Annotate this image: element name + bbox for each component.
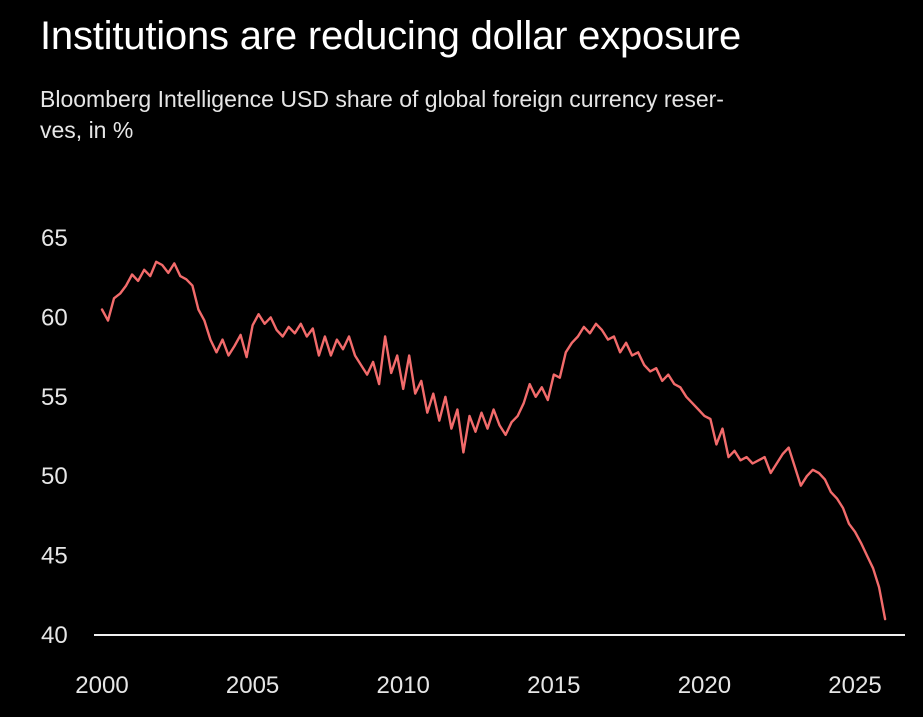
y-tick-label: 65 [41,225,68,252]
x-tick-label: 2010 [377,672,430,699]
chart-title: Institutions are reducing dollar exposur… [40,14,742,58]
y-tick-label: 40 [41,622,68,649]
y-tick-label: 50 [41,463,68,490]
usd-share-series-line [100,260,887,621]
chart-subtitle-line-2: ves, in % [40,117,134,143]
chart-subtitle: Bloomberg Intelligence USD share of glob… [40,84,870,146]
x-tick-label: 2000 [75,672,128,699]
chart-subtitle-line-1: Bloomberg Intelligence USD share of glob… [40,86,724,112]
y-tick-label: 60 [41,304,68,331]
y-axis-tick-labels: 40 45 50 55 60 65 [41,225,68,649]
x-axis-tick-labels: 2000 2005 2010 2015 2020 2025 [75,672,881,699]
y-tick-label: 55 [41,384,68,411]
x-tick-label: 2025 [828,672,881,699]
x-tick-label: 2005 [226,672,279,699]
x-tick-label: 2020 [678,672,731,699]
x-tick-label: 2015 [527,672,580,699]
y-tick-label: 45 [41,543,68,570]
